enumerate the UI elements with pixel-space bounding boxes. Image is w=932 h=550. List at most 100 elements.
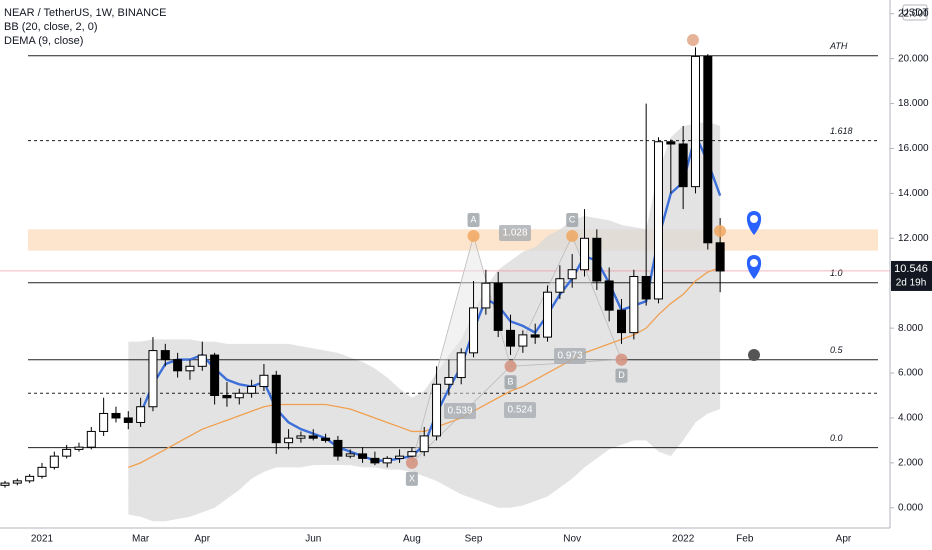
y-tick-label: 4.000 bbox=[898, 413, 923, 424]
candle-body bbox=[234, 392, 244, 399]
candle-body bbox=[308, 435, 318, 439]
unit: USDT bbox=[901, 8, 928, 19]
candle-body bbox=[74, 446, 84, 450]
candle-body bbox=[321, 437, 331, 441]
title: NEAR / TetherUS, 1W, BINANCE bbox=[4, 7, 167, 19]
pattern-point bbox=[467, 230, 480, 243]
price-tag bbox=[891, 260, 932, 291]
y-tick-label: 0.000 bbox=[898, 502, 923, 513]
ratio-box bbox=[504, 402, 536, 418]
zone bbox=[28, 229, 878, 251]
price-tag-label: 10.546 bbox=[894, 263, 928, 275]
pattern-label-box bbox=[467, 213, 480, 228]
pattern-label-box bbox=[615, 368, 628, 383]
y-tick-label: 18.000 bbox=[898, 98, 929, 109]
candle-body bbox=[296, 435, 306, 439]
x-tick-label: Aug bbox=[403, 534, 421, 545]
candle-body bbox=[469, 307, 479, 354]
candle-body bbox=[506, 329, 516, 347]
candle-body bbox=[173, 359, 183, 372]
ratio-box bbox=[444, 403, 476, 419]
candle-body bbox=[284, 437, 294, 444]
ratio-box bbox=[554, 348, 586, 364]
candle-body bbox=[123, 417, 133, 423]
x-tick-label: Apr bbox=[194, 534, 210, 545]
pattern-point bbox=[615, 353, 628, 366]
candle-body bbox=[210, 354, 220, 397]
candle-body bbox=[407, 451, 417, 457]
candle-body bbox=[543, 291, 553, 338]
countdown: 2d 19h bbox=[896, 278, 927, 289]
x-tick-label: Jun bbox=[305, 534, 321, 545]
candle-body bbox=[222, 395, 232, 399]
pin-hole bbox=[750, 259, 758, 267]
x-tick-label: Apr bbox=[836, 534, 852, 545]
candle-body bbox=[555, 278, 565, 293]
candle-body bbox=[690, 55, 700, 188]
y-tick-label: 16.000 bbox=[898, 143, 929, 154]
marker bbox=[714, 225, 726, 237]
candle-body bbox=[530, 334, 540, 338]
candle-body bbox=[432, 383, 442, 437]
candle-body bbox=[629, 275, 639, 334]
candle-body bbox=[99, 412, 109, 432]
candle-body bbox=[370, 457, 380, 464]
candle-body bbox=[358, 453, 368, 459]
level-label: 1.0 bbox=[830, 268, 843, 278]
plot-area: ATH 1.618 1.0 0.5 0.0 X A B C D 1.028 0.539 0.524 0.9… bbox=[0, 34, 890, 522]
candle-body bbox=[247, 386, 257, 394]
pattern-point bbox=[566, 230, 579, 243]
candle-body bbox=[641, 275, 651, 300]
x-tick-label: 2021 bbox=[31, 534, 54, 545]
marker bbox=[748, 349, 760, 361]
candle-body bbox=[185, 365, 195, 372]
candle-body bbox=[518, 334, 528, 347]
indicator: DEMA (9, close) bbox=[4, 35, 84, 47]
y-tick-label: 8.000 bbox=[898, 323, 923, 334]
ratio-label: 0.973 bbox=[557, 351, 582, 362]
candle-body bbox=[493, 282, 503, 331]
y-tick-label: 22.000 bbox=[898, 8, 929, 19]
y-tick-label: 6.000 bbox=[898, 368, 923, 379]
candle-body bbox=[86, 430, 96, 448]
x-tick-label: Nov bbox=[563, 534, 581, 545]
unit-box bbox=[902, 4, 928, 21]
y-tick-label: 20.000 bbox=[898, 53, 929, 64]
candle-body bbox=[444, 377, 454, 385]
pattern-label: X bbox=[409, 473, 415, 483]
level-label: 1.618 bbox=[830, 126, 853, 136]
candle-body bbox=[271, 374, 281, 444]
candle-body bbox=[49, 455, 59, 468]
candle-body bbox=[580, 237, 590, 271]
candle-body bbox=[666, 141, 676, 145]
candle-body bbox=[395, 455, 405, 459]
candle-body bbox=[259, 374, 269, 388]
x-tick-label: Feb bbox=[736, 534, 754, 545]
candle-body bbox=[617, 309, 626, 334]
candle-body bbox=[0, 482, 10, 486]
candle-body bbox=[197, 354, 207, 367]
y-tick-label: 12.000 bbox=[898, 233, 929, 244]
candle-body bbox=[653, 141, 663, 300]
level-label: 0.5 bbox=[830, 345, 844, 355]
candle-body bbox=[136, 406, 146, 423]
candle-body bbox=[567, 269, 577, 280]
indicator: BB (20, close, 2, 0) bbox=[4, 21, 98, 33]
ratio-label: 1.028 bbox=[502, 228, 527, 239]
pattern-label-box bbox=[566, 213, 579, 228]
candle-body bbox=[382, 457, 392, 464]
pattern-label: A bbox=[471, 214, 477, 224]
candle-body bbox=[148, 350, 158, 408]
y-tick-label: 2.000 bbox=[898, 458, 923, 469]
ratio-label: 0.524 bbox=[507, 405, 532, 416]
pattern-label-box bbox=[405, 471, 418, 486]
candle-body bbox=[604, 280, 614, 311]
candle-body bbox=[703, 55, 713, 244]
x-tick-label: Sep bbox=[465, 534, 483, 545]
candle-body bbox=[333, 439, 343, 457]
pattern-label: D bbox=[618, 370, 625, 380]
ratio-box bbox=[499, 225, 531, 241]
candle-body bbox=[160, 350, 170, 361]
